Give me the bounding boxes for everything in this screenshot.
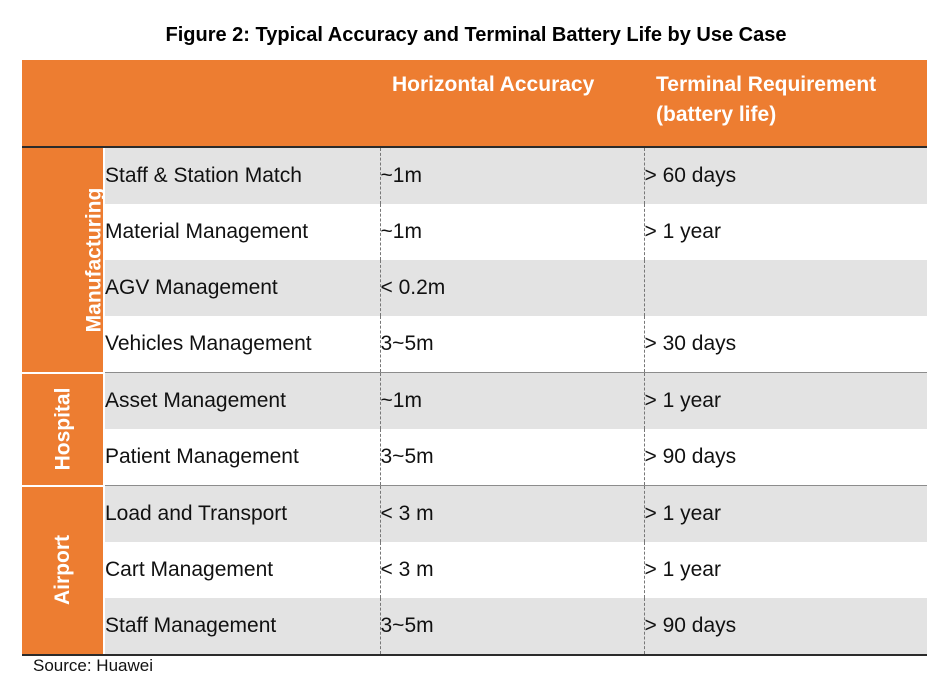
- accuracy-cell: < 0.2m: [379, 260, 644, 316]
- battery-cell: > 1 year: [643, 372, 927, 429]
- table-row: Staff Management 3~5m > 90 days: [22, 598, 927, 656]
- header-terminal: Terminal Requirement (battery life): [644, 60, 927, 148]
- accuracy-cell: ~1m: [379, 372, 644, 429]
- battery-cell: > 1 year: [643, 542, 927, 598]
- battery-cell: > 30 days: [643, 316, 927, 373]
- group-hospital: Hospital: [22, 372, 105, 487]
- header-blank: [22, 60, 104, 148]
- header-blank-2: [104, 60, 380, 148]
- table-row: Patient Management 3~5m > 90 days: [22, 429, 927, 486]
- use-case-cell: Asset Management: [104, 372, 380, 429]
- use-case-cell: Load and Transport: [104, 485, 380, 542]
- accuracy-cell: 3~5m: [379, 429, 644, 486]
- use-case-cell: Staff Management: [104, 598, 380, 656]
- table-row: AGV Management < 0.2m: [22, 260, 927, 316]
- header-terminal-line1: Terminal Requirement: [656, 73, 877, 96]
- battery-cell: > 90 days: [643, 598, 927, 656]
- battery-cell: > 60 days: [643, 147, 927, 204]
- accuracy-cell: ~1m: [379, 204, 644, 260]
- accuracy-cell: ~1m: [379, 147, 644, 204]
- group-label: Manufacturing: [82, 187, 106, 333]
- group-airport: Airport: [22, 485, 105, 656]
- use-case-cell: Vehicles Management: [104, 316, 380, 373]
- accuracy-cell: < 3 m: [379, 542, 644, 598]
- group-label: Hospital: [51, 387, 75, 471]
- use-case-cell: Patient Management: [104, 429, 380, 486]
- source-note: Source: Huawei: [33, 656, 154, 675]
- table-row: Material Management ~1m > 1 year: [22, 204, 927, 260]
- figure-title: Figure 2: Typical Accuracy and Terminal …: [165, 24, 787, 46]
- use-case-cell: Staff & Station Match: [104, 147, 380, 204]
- accuracy-cell: < 3 m: [379, 485, 644, 542]
- table-row: Hospital Asset Management ~1m > 1 year: [22, 372, 927, 487]
- use-case-table: Horizontal Accuracy Terminal Requirement…: [22, 60, 927, 656]
- header-accuracy: Horizontal Accuracy: [380, 60, 644, 148]
- battery-cell: > 1 year: [643, 485, 927, 542]
- group-label: Airport: [50, 535, 74, 606]
- header-terminal-line2: (battery life): [656, 103, 777, 126]
- table-row: Vehicles Management 3~5m > 30 days: [22, 316, 927, 373]
- battery-cell: > 1 year: [643, 204, 927, 260]
- battery-cell: [643, 260, 927, 316]
- accuracy-cell: 3~5m: [379, 598, 644, 656]
- accuracy-cell: 3~5m: [379, 316, 644, 373]
- table-row: Manufacturing Staff & Station Match ~1m …: [22, 147, 927, 374]
- group-manufacturing: Manufacturing: [22, 147, 106, 374]
- use-case-cell: AGV Management: [104, 260, 380, 316]
- use-case-cell: Material Management: [105, 220, 309, 243]
- table-header-row: Horizontal Accuracy Terminal Requirement…: [22, 60, 927, 148]
- use-case-cell: Cart Management: [105, 558, 274, 581]
- battery-cell: > 90 days: [643, 429, 927, 486]
- table-row: Cart Management < 3 m > 1 year: [22, 542, 927, 598]
- table-row: Airport Load and Transport < 3 m > 1 yea…: [22, 485, 927, 656]
